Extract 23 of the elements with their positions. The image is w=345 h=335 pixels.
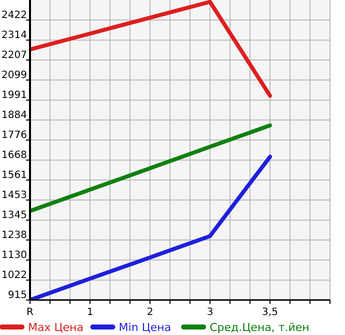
y-tick-label: 915 (8, 290, 27, 301)
x-tick-label: 3,5 (262, 307, 278, 318)
y-tick-label: 2422 (2, 10, 27, 22)
legend-label: Max Цена (28, 321, 84, 334)
y-tick-label: 1991 (2, 90, 27, 102)
y-tick-label: 1130 (2, 250, 27, 262)
y-tick-label: 1238 (2, 230, 27, 241)
y-tick-label: 1668 (2, 150, 27, 162)
legend-label: Min Цена (118, 321, 172, 334)
x-tick-label: R (26, 307, 34, 318)
y-tick-label: 1022 (2, 270, 27, 282)
y-tick-label: 1345 (2, 210, 27, 222)
y-tick-label: 1561 (2, 170, 27, 181)
x-tick-label: 1 (86, 307, 94, 318)
y-tick-label: 2207 (2, 50, 27, 61)
legend-label: Сред.Цена, т.йен (210, 321, 310, 334)
y-tick-label: 1776 (2, 130, 27, 142)
y-tick-label: 2314 (2, 30, 27, 42)
x-tick-label: 3 (206, 307, 214, 318)
y-tick-label: 1884 (2, 110, 27, 121)
y-tick-label: 1453 (2, 190, 27, 202)
y-tick-label: 2099 (2, 70, 27, 82)
x-tick-label: 2 (146, 307, 154, 318)
